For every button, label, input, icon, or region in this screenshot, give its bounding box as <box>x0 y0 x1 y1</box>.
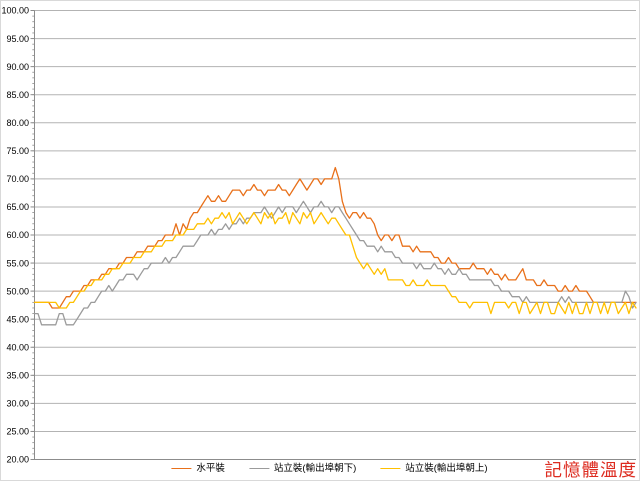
svg-text:20.00: 20.00 <box>6 455 29 465</box>
legend-item-standing-port-down: 站立裝(輸出埠朝下) <box>248 462 357 474</box>
svg-text:70.00: 70.00 <box>6 174 29 184</box>
legend-line-swatch-orange <box>171 467 192 469</box>
chart-legend: 水平裝 站立裝(輸出埠朝下) 站立裝(輸出埠朝上) <box>171 462 488 474</box>
svg-text:50.00: 50.00 <box>6 286 29 296</box>
svg-text:65.00: 65.00 <box>6 202 29 212</box>
legend-line-swatch-yellow <box>380 467 401 469</box>
svg-text:45.00: 45.00 <box>6 314 29 324</box>
svg-text:55.00: 55.00 <box>6 258 29 268</box>
legend-line-swatch-gray <box>248 467 269 469</box>
svg-text:60.00: 60.00 <box>6 230 29 240</box>
svg-text:75.00: 75.00 <box>6 146 29 156</box>
svg-text:40.00: 40.00 <box>6 342 29 352</box>
legend-label: 站立裝(輸出埠朝下) <box>273 462 357 474</box>
svg-text:30.00: 30.00 <box>6 399 29 409</box>
svg-text:95.00: 95.00 <box>6 34 29 44</box>
legend-label: 水平裝 <box>196 462 225 474</box>
legend-item-standing-port-up: 站立裝(輸出埠朝上) <box>380 462 488 474</box>
svg-text:80.00: 80.00 <box>6 118 29 128</box>
svg-text:85.00: 85.00 <box>6 90 29 100</box>
chart-annotation-memory-temperature: 記憶體溫度 <box>544 459 637 480</box>
legend-item-horizontal-mount: 水平裝 <box>171 462 225 474</box>
svg-text:100.00: 100.00 <box>1 6 29 16</box>
svg-text:35.00: 35.00 <box>6 371 29 381</box>
svg-text:90.00: 90.00 <box>6 62 29 72</box>
svg-text:25.00: 25.00 <box>6 427 29 437</box>
legend-label: 站立裝(輸出埠朝上) <box>405 462 488 474</box>
